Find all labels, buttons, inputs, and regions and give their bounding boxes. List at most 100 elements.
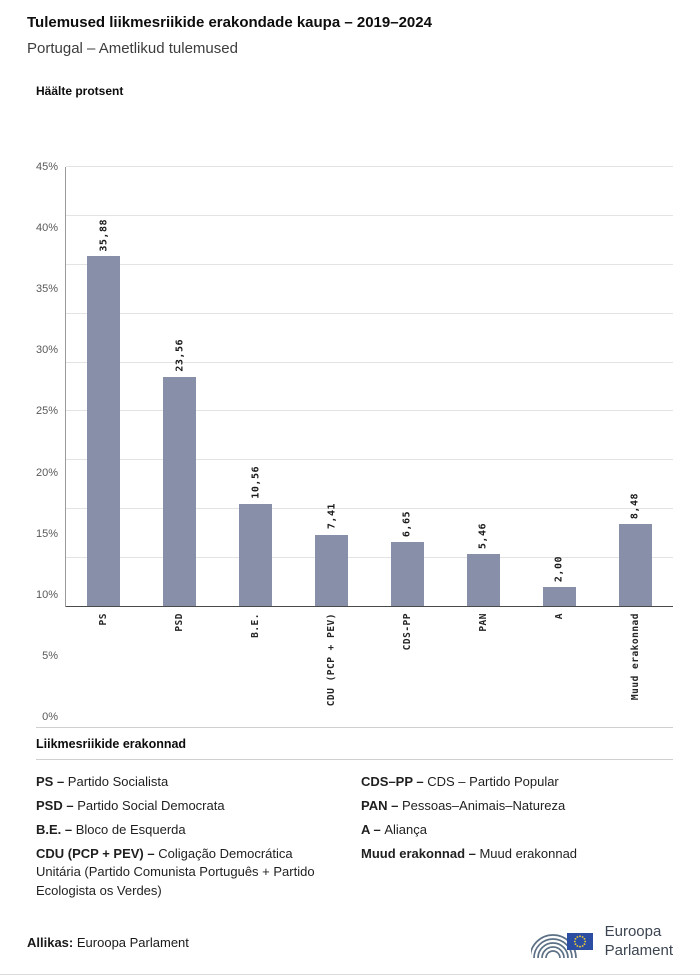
bar	[163, 376, 197, 607]
bar-value-label: 8,48	[629, 493, 641, 520]
legend-party-name: Coligação Democrática Unitária (Partido …	[36, 845, 315, 899]
bar-value-label: 5,46	[477, 522, 489, 549]
legend-columns: PS – Partido Socialista PSD – Partido Soc…	[36, 760, 673, 906]
category-slot: PAN	[445, 613, 521, 717]
y-tick-label: 15%	[35, 527, 58, 540]
bar-slot: 10,56	[218, 167, 294, 607]
page-title: Tulemused liikmesriikide erakondade kaup…	[27, 14, 432, 31]
category-label: PS	[97, 613, 109, 626]
category-label: B.E.	[249, 613, 261, 638]
footer: Allikas: Euroopa Parlament	[27, 922, 673, 962]
category-slot: CDU (PCP + PEV)	[293, 613, 369, 717]
plot-area: 35,88 23,56 10,56 7,41 6,65 5,46 2,00 8,48	[65, 166, 673, 607]
legend-item: CDU (PCP + PEV) – Coligação Democrática …	[36, 845, 361, 902]
y-axis-title: Häälte protsent	[36, 84, 124, 98]
y-tick-label: 0%	[42, 711, 58, 723]
bar-chart: 0% 5% 10% 15% 20% 25% 30% 35% 40% 45% 35,88 23,56 1…	[27, 161, 673, 723]
legend-party-abbr: CDU (PCP + PEV) –	[36, 845, 159, 861]
y-tick-label: 5%	[42, 649, 58, 662]
legend-party-abbr: PS –	[36, 774, 68, 789]
y-axis: 0% 5% 10% 15% 20% 25% 30% 35% 40% 45%	[27, 161, 65, 723]
divider-top	[36, 727, 673, 728]
gridline	[66, 263, 673, 265]
category-slot: CDS-PP	[369, 613, 445, 717]
legend-party-name: Muud erakonnad	[479, 845, 578, 861]
category-label: CDS-PP	[401, 613, 413, 651]
page-subtitle: Portugal – Ametlikud tulemused	[27, 40, 238, 57]
legend-party-abbr: B.E. –	[36, 821, 76, 837]
bar-slot: 2,00	[521, 167, 597, 607]
bar-slot: 8,48	[597, 167, 673, 607]
y-tick-label: 35%	[35, 283, 58, 296]
gridline	[66, 410, 673, 412]
ep-logo-line1: Euroopa	[604, 923, 662, 941]
legend-party-name: Pessoas–Animais–Natureza	[401, 797, 566, 813]
party-legend: Liikmesriikide erakonnad PS – Partido So…	[36, 727, 673, 906]
legend-item: A – Aliança	[361, 821, 673, 840]
bar-slot: 5,46	[445, 167, 521, 607]
legend-item: PSD – Partido Social Democrata	[36, 797, 361, 816]
legend-party-name: Partido Socialista	[67, 774, 169, 789]
source-text: Euroopa Parlament	[76, 934, 189, 950]
legend-item: CDS–PP – CDS – Partido Popular	[361, 773, 673, 792]
gridline	[66, 557, 673, 559]
legend-party-abbr: CDS–PP –	[361, 774, 428, 789]
bar-value-label: 6,65	[401, 510, 413, 537]
legend-item: PAN – Pessoas–Animais–Natureza	[361, 797, 673, 816]
category-label: CDU (PCP + PEV)	[325, 613, 337, 707]
source-note: Allikas: Euroopa Parlament	[27, 935, 189, 950]
y-tick-label: 10%	[35, 588, 58, 601]
gridline	[66, 166, 673, 167]
category-slot: PS	[65, 613, 141, 717]
bar-slot: 7,41	[294, 167, 370, 607]
legend-party-name: Bloco de Esquerda	[75, 821, 186, 837]
eu-flag-icon	[566, 933, 593, 951]
category-label: PSD	[173, 613, 185, 632]
gridline	[66, 459, 673, 461]
y-tick-label: 25%	[35, 405, 58, 418]
legend-column-right: CDS–PP – CDS – Partido Popular PAN – Pess…	[361, 773, 673, 906]
bar-value-label: 35,88	[98, 218, 110, 252]
legend-title: Liikmesriikide erakonnad	[36, 737, 187, 751]
legend-party-name: Partido Social Democrata	[77, 797, 225, 813]
bar	[315, 534, 349, 607]
y-tick-label: 30%	[35, 344, 58, 357]
gridline	[66, 214, 673, 216]
divider-bottom	[36, 759, 673, 760]
ep-hemicycle-icon	[530, 933, 593, 959]
bar-slot: 23,56	[142, 167, 218, 607]
bar	[390, 541, 424, 607]
category-slot: A	[521, 613, 597, 717]
bar-slot: 35,88	[66, 167, 142, 607]
category-slot: PSD	[141, 613, 217, 717]
gridline	[66, 312, 673, 314]
bar	[542, 587, 576, 607]
bars-row: 35,88 23,56 10,56 7,41 6,65 5,46 2,00 8,48	[66, 167, 673, 607]
legend-party-abbr: Muud erakonnad –	[361, 845, 480, 861]
ep-logo: Euroopa Parlament	[530, 922, 673, 962]
x-axis-line	[66, 606, 673, 607]
legend-item: Muud erakonnad – Muud erakonnad	[361, 845, 673, 864]
bar-value-label: 10,56	[250, 466, 262, 499]
legend-party-abbr: PAN –	[361, 797, 402, 813]
bar	[239, 503, 273, 607]
bar	[618, 524, 652, 607]
ep-logo-text: Euroopa Parlament	[605, 923, 673, 961]
y-tick-label: 20%	[35, 466, 58, 479]
bar-value-label: 2,00	[553, 556, 565, 583]
bar-value-label: 23,56	[174, 339, 186, 372]
source-label: Allikas:	[27, 934, 74, 950]
legend-party-abbr: A –	[361, 821, 385, 837]
y-tick-label: 45%	[35, 161, 58, 173]
legend-party-name: CDS – Partido Popular	[427, 774, 559, 789]
bar-slot: 6,65	[370, 167, 446, 607]
y-tick-label: 40%	[35, 222, 58, 235]
gridline	[66, 361, 673, 363]
category-slot: B.E.	[217, 613, 293, 717]
category-label: A	[553, 613, 565, 620]
legend-party-abbr: PSD –	[36, 797, 78, 813]
ep-logo-line2: Parlament	[604, 942, 673, 960]
plot-column: 35,88 23,56 10,56 7,41 6,65 5,46 2,00 8,48 PS PS…	[65, 166, 673, 717]
category-label: PAN	[477, 613, 489, 632]
